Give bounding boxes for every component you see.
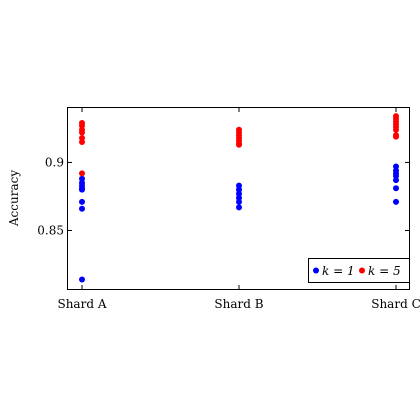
data-point — [393, 185, 399, 192]
y-tick-label: 0.9 — [45, 155, 64, 169]
data-point — [393, 126, 399, 133]
legend-marker — [313, 267, 319, 274]
legend-label: k = 5 — [368, 264, 401, 278]
x-tick-label: Shard C — [371, 297, 420, 311]
data-point — [236, 204, 242, 211]
data-point — [236, 141, 242, 148]
x-axis-ticks: Shard A Shard B Shard C — [57, 108, 420, 311]
data-point — [393, 198, 399, 205]
x-tick-label: Shard B — [214, 297, 263, 311]
data-point — [79, 198, 85, 205]
data-point — [79, 205, 85, 212]
data-point — [79, 276, 85, 283]
data-point — [236, 198, 242, 205]
y-axis-ticks: 0.85 0.9 — [37, 155, 409, 237]
data-point — [79, 129, 85, 136]
y-tick-label: 0.85 — [37, 223, 64, 237]
legend: k = 1 k = 5 — [308, 258, 410, 283]
data-point — [393, 133, 399, 140]
data-point — [79, 170, 85, 177]
x-tick-label: Shard A — [57, 297, 106, 311]
y-axis-title: Accuracy — [7, 170, 21, 227]
data-point — [79, 186, 85, 193]
plot-frame — [67, 107, 410, 290]
data-points — [79, 113, 399, 283]
legend-marker — [359, 267, 365, 274]
data-point — [393, 177, 399, 184]
legend-label: k = 1 — [322, 264, 355, 278]
data-point — [79, 139, 85, 146]
